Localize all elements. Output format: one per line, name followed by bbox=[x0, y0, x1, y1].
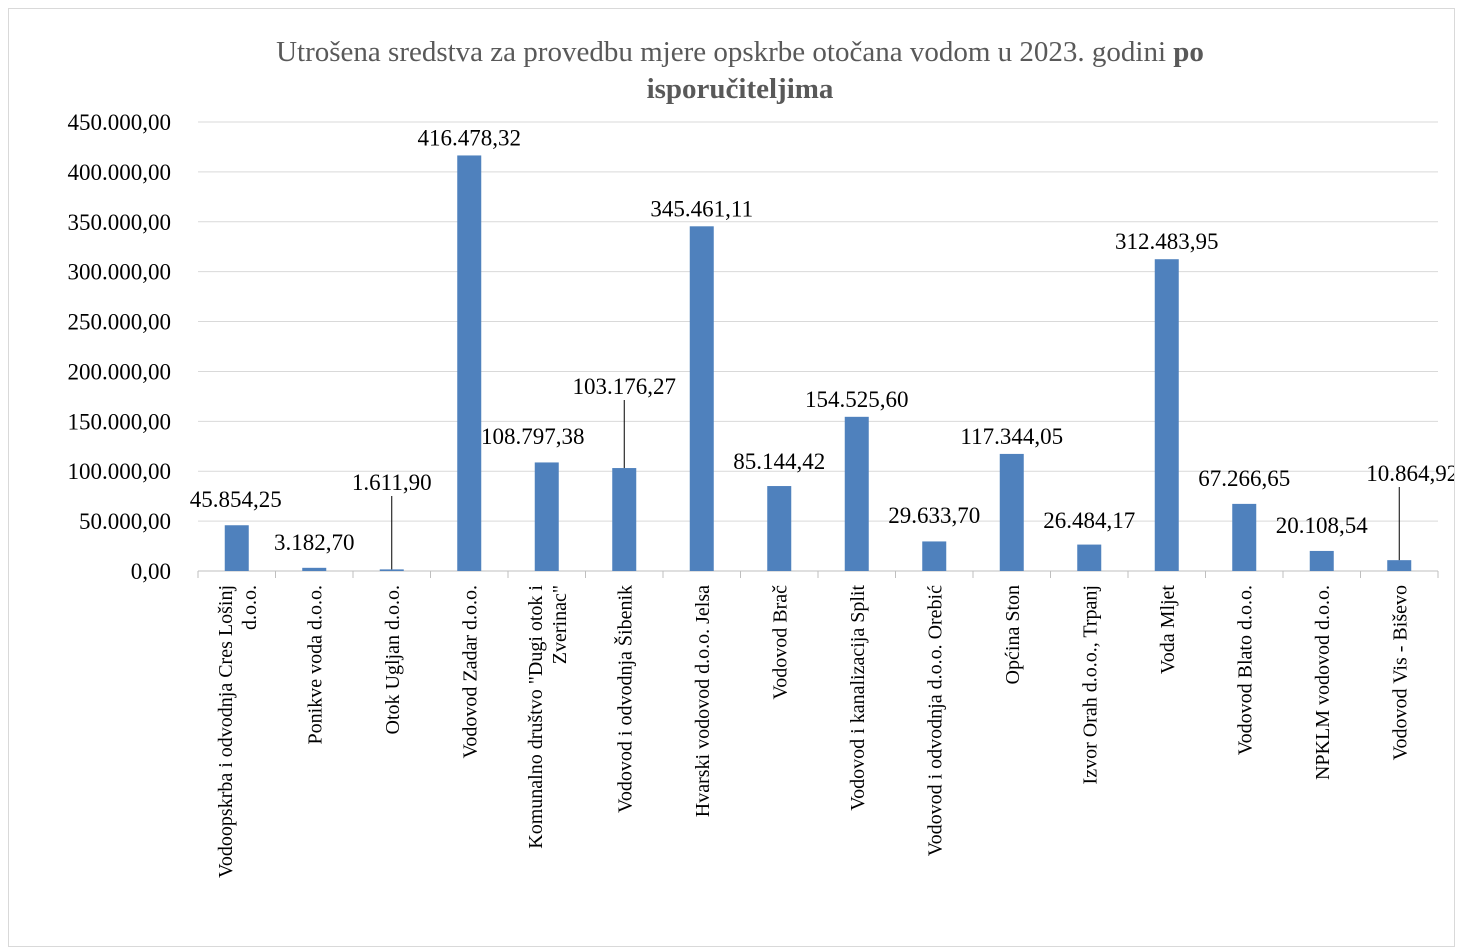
bar bbox=[999, 453, 1024, 571]
category-label-line: Hvarski vodovod d.o.o. Jelsa bbox=[692, 585, 714, 817]
bars bbox=[224, 155, 1412, 571]
bar bbox=[1309, 550, 1334, 571]
category-label: Vodoopskrba i odvodnja Cres Lošinj d.o.o. bbox=[215, 585, 261, 878]
y-axis: 0,00 50.000,00 100.000,00 150.000,00 200.000… bbox=[68, 110, 172, 584]
category-label: Otok Ugljan d.o.o. bbox=[382, 585, 404, 734]
bar bbox=[689, 226, 714, 571]
category-label: Vodovod i odvodnja d.o.o. Orebić bbox=[924, 585, 946, 856]
data-label: 45.854,25 bbox=[190, 487, 282, 512]
chart-area: Utrošena sredstva za provedbu mjere opsk… bbox=[8, 8, 1455, 947]
data-label: 117.344,05 bbox=[960, 424, 1063, 449]
category-label-line: Općina Ston bbox=[1002, 585, 1024, 684]
category-label: Komunalno društvo "Dugi otok i Zverinac" bbox=[525, 585, 571, 849]
bar bbox=[224, 525, 249, 571]
category-label-line: Vodoopskrba i odvodnja Cres Lošinj bbox=[215, 585, 237, 878]
y-tick-label: 400.000,00 bbox=[68, 160, 172, 185]
y-tick-label: 200.000,00 bbox=[68, 359, 172, 384]
y-tick-label: 300.000,00 bbox=[68, 260, 172, 285]
chart-title-normal: Utrošena sredstva za provedbu mjere opsk… bbox=[276, 36, 1166, 68]
bar bbox=[844, 416, 869, 571]
x-axis bbox=[197, 570, 1439, 578]
category-label-line: Voda Mljet bbox=[1157, 585, 1179, 675]
data-label: 20.108,54 bbox=[1276, 513, 1369, 538]
category-label: Vodovod Vis - Biševo bbox=[1389, 585, 1411, 760]
category-label: Izvor Orah d.o.o., Trpanj bbox=[1079, 585, 1101, 784]
y-tick-label: 50.000,00 bbox=[79, 509, 171, 534]
bar bbox=[379, 569, 404, 571]
data-label: 416.478,32 bbox=[418, 125, 522, 150]
category-label-line: Vodovod Blato d.o.o. bbox=[1234, 585, 1256, 755]
chart-title-line2: isporučiteljima bbox=[647, 73, 834, 105]
data-labels: 45.854,25 3.182,70 1.611,90 416.478,32 108.7… bbox=[190, 125, 1454, 555]
category-label-line: Vodovod Vis - Biševo bbox=[1389, 585, 1411, 760]
data-label: 10.864,92 bbox=[1366, 461, 1454, 486]
bar bbox=[457, 155, 482, 571]
bar bbox=[767, 486, 792, 571]
category-label-line: Izvor Orah d.o.o., Trpanj bbox=[1079, 585, 1101, 784]
bar bbox=[1387, 560, 1412, 571]
bar-chart: Utrošena sredstva za provedbu mjere opsk… bbox=[68, 36, 1455, 878]
bar bbox=[302, 567, 327, 571]
category-label-line: Vodovod i odvodnja d.o.o. Orebić bbox=[924, 585, 946, 856]
category-label-line: Otok Ugljan d.o.o. bbox=[382, 585, 404, 734]
data-label: 1.611,90 bbox=[352, 470, 432, 495]
y-tick-label: 0,00 bbox=[131, 559, 171, 584]
category-label-line: Vodovod Brač bbox=[769, 585, 791, 700]
category-label: Vodovod Zadar d.o.o. bbox=[459, 585, 481, 759]
y-tick-label: 100.000,00 bbox=[68, 459, 172, 484]
category-label: Ponikve voda d.o.o. bbox=[304, 585, 326, 744]
gridlines bbox=[198, 121, 1438, 522]
category-label-line: Komunalno društvo "Dugi otok i bbox=[525, 585, 547, 849]
bar bbox=[922, 541, 947, 571]
data-label: 345.461,11 bbox=[650, 196, 753, 221]
y-tick-label: 250.000,00 bbox=[68, 310, 172, 335]
category-label-line: Vodovod Zadar d.o.o. bbox=[459, 585, 481, 759]
category-label: Vodovod Brač bbox=[769, 585, 791, 700]
category-label: NPKLM vodovod d.o.o. bbox=[1312, 585, 1334, 780]
category-label-line: d.o.o. bbox=[239, 585, 261, 630]
category-label-line: Zverinac" bbox=[549, 585, 571, 664]
data-label: 154.525,60 bbox=[805, 387, 909, 412]
y-tick-label: 450.000,00 bbox=[68, 110, 172, 135]
y-tick-label: 150.000,00 bbox=[68, 409, 172, 434]
data-label: 108.797,38 bbox=[481, 424, 585, 449]
data-label: 29.633,70 bbox=[888, 503, 980, 528]
bar bbox=[1077, 544, 1102, 571]
chart-title-line1: Utrošena sredstva za provedbu mjere opsk… bbox=[276, 36, 1204, 68]
category-labels: Vodoopskrba i odvodnja Cres Lošinj d.o.o.… bbox=[215, 585, 1412, 878]
category-label: Hvarski vodovod d.o.o. Jelsa bbox=[692, 585, 714, 817]
leader-lines bbox=[391, 400, 1400, 570]
data-label: 103.176,27 bbox=[573, 374, 677, 399]
data-label: 67.266,65 bbox=[1198, 466, 1290, 491]
category-label-line: Ponikve voda d.o.o. bbox=[304, 585, 326, 744]
data-label: 312.483,95 bbox=[1115, 229, 1219, 254]
bar bbox=[1232, 503, 1257, 571]
category-label: Vodovod i kanalizacija Split bbox=[847, 585, 869, 811]
category-label: Vodovod i odvodnja Šibenik bbox=[612, 585, 636, 813]
category-label-line: Vodovod i kanalizacija Split bbox=[847, 585, 869, 811]
data-label: 26.484,17 bbox=[1043, 508, 1135, 533]
bar bbox=[1154, 259, 1179, 571]
y-tick-label: 350.000,00 bbox=[68, 210, 172, 235]
data-label: 3.182,70 bbox=[274, 530, 355, 555]
category-label: Općina Ston bbox=[1002, 585, 1024, 684]
category-label: Vodovod Blato d.o.o. bbox=[1234, 585, 1256, 755]
bar bbox=[612, 468, 637, 571]
data-label: 85.144,42 bbox=[733, 449, 825, 474]
bar bbox=[534, 462, 559, 571]
category-label-line: Vodovod i odvodnja Šibenik bbox=[612, 585, 636, 813]
category-label-line: NPKLM vodovod d.o.o. bbox=[1312, 585, 1334, 780]
category-label: Voda Mljet bbox=[1157, 585, 1179, 675]
chart-title-bold-inline: po bbox=[1173, 36, 1204, 68]
